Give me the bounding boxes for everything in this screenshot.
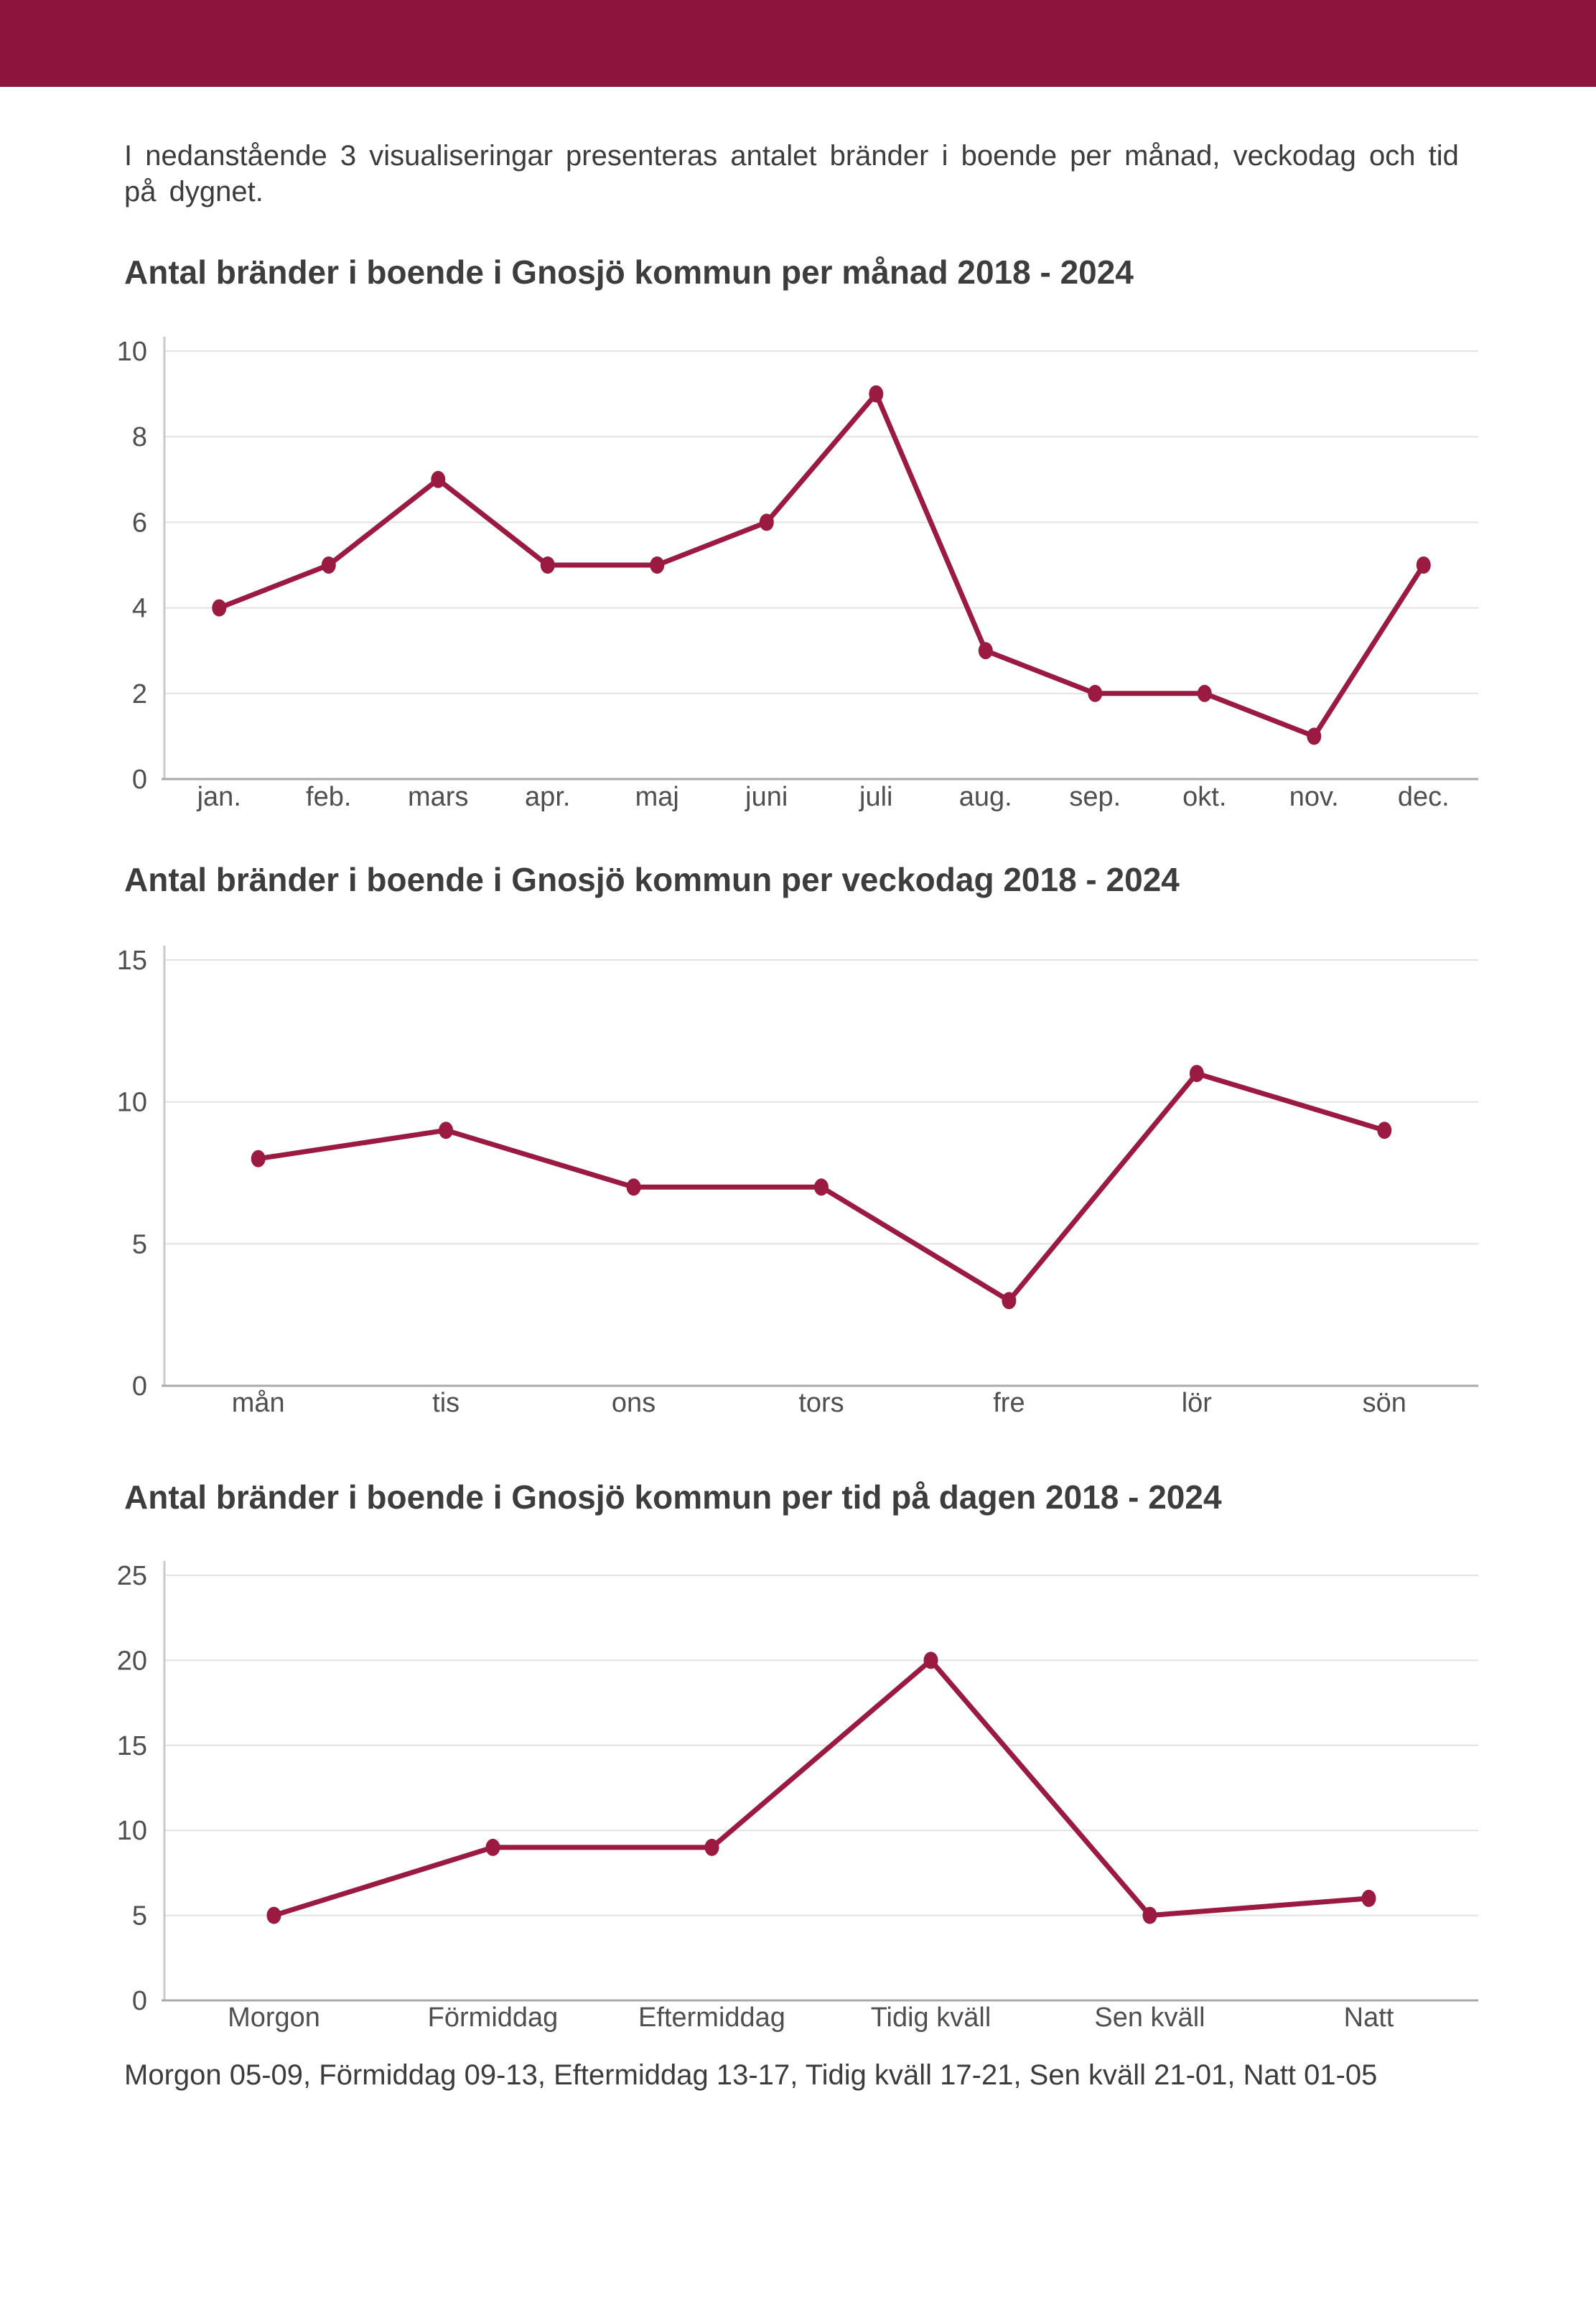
svg-text:lör: lör <box>1182 1388 1213 1418</box>
svg-text:5: 5 <box>132 1901 147 1931</box>
chart-title-per-weekday: Antal bränder i boende i Gnosjö kommun p… <box>124 861 1180 898</box>
svg-text:10: 10 <box>117 337 147 367</box>
line-chart-per-weekday: 0 5 10 15 mån tis ons tors fre lör sön <box>117 946 1478 1418</box>
svg-text:15: 15 <box>117 946 147 976</box>
svg-text:aug.: aug. <box>959 782 1012 812</box>
svg-text:0: 0 <box>132 765 147 795</box>
svg-text:apr.: apr. <box>525 782 570 812</box>
svg-text:Förmiddag: Förmiddag <box>428 2003 559 2033</box>
svg-text:0: 0 <box>132 1986 147 2016</box>
svg-text:10: 10 <box>117 1816 147 1846</box>
svg-text:0: 0 <box>132 1371 147 1402</box>
svg-text:okt.: okt. <box>1182 782 1226 812</box>
svg-text:15: 15 <box>117 1731 147 1761</box>
svg-text:tis: tis <box>432 1388 459 1418</box>
svg-text:sep.: sep. <box>1069 782 1121 812</box>
svg-text:4: 4 <box>132 594 147 624</box>
svg-text:8: 8 <box>132 422 147 452</box>
svg-text:fre: fre <box>993 1388 1025 1418</box>
svg-text:20: 20 <box>117 1646 147 1676</box>
line-chart-per-month: 0 2 4 6 8 10 jan. feb. mars apr. maj juni juli aug. se… <box>117 337 1478 812</box>
svg-text:juni: juni <box>745 782 788 812</box>
svg-text:dec.: dec. <box>1398 782 1450 812</box>
svg-text:maj: maj <box>635 782 679 812</box>
svg-text:Sen kväll: Sen kväll <box>1094 2003 1205 2033</box>
svg-text:Tidig kväll: Tidig kväll <box>871 2003 991 2033</box>
svg-text:tors: tors <box>798 1388 844 1418</box>
header-bar <box>0 0 1596 87</box>
svg-text:feb.: feb. <box>306 782 351 812</box>
svg-text:jan.: jan. <box>197 782 241 812</box>
intro-text: I nedanstående 3 visualiseringar present… <box>124 140 1459 208</box>
svg-text:Natt: Natt <box>1344 2003 1394 2033</box>
svg-text:Morgon: Morgon <box>228 2003 320 2033</box>
svg-text:nov.: nov. <box>1289 782 1339 812</box>
svg-text:10: 10 <box>117 1088 147 1118</box>
time-intervals-legend-text: Morgon 05-09, Förmiddag 09-13, Eftermidd… <box>124 2059 1378 2091</box>
svg-text:mån: mån <box>232 1388 285 1418</box>
svg-text:2: 2 <box>132 679 147 709</box>
svg-text:mars: mars <box>408 782 468 812</box>
svg-text:25: 25 <box>117 1561 147 1591</box>
svg-text:sön: sön <box>1363 1388 1406 1418</box>
svg-text:juli: juli <box>859 782 892 812</box>
svg-text:6: 6 <box>132 508 147 538</box>
svg-text:5: 5 <box>132 1229 147 1259</box>
svg-text:Eftermiddag: Eftermiddag <box>638 2003 785 2033</box>
svg-text:ons: ons <box>612 1388 655 1418</box>
line-chart-per-time-of-day: 0 5 10 15 20 25 Morgon Förmiddag Eftermiddag Tidi… <box>117 1561 1478 2033</box>
chart-title-per-time-of-day: Antal bränder i boende i Gnosjö kommun p… <box>124 1478 1222 1516</box>
chart-title-per-month: Antal bränder i boende i Gnosjö kommun p… <box>124 253 1134 291</box>
